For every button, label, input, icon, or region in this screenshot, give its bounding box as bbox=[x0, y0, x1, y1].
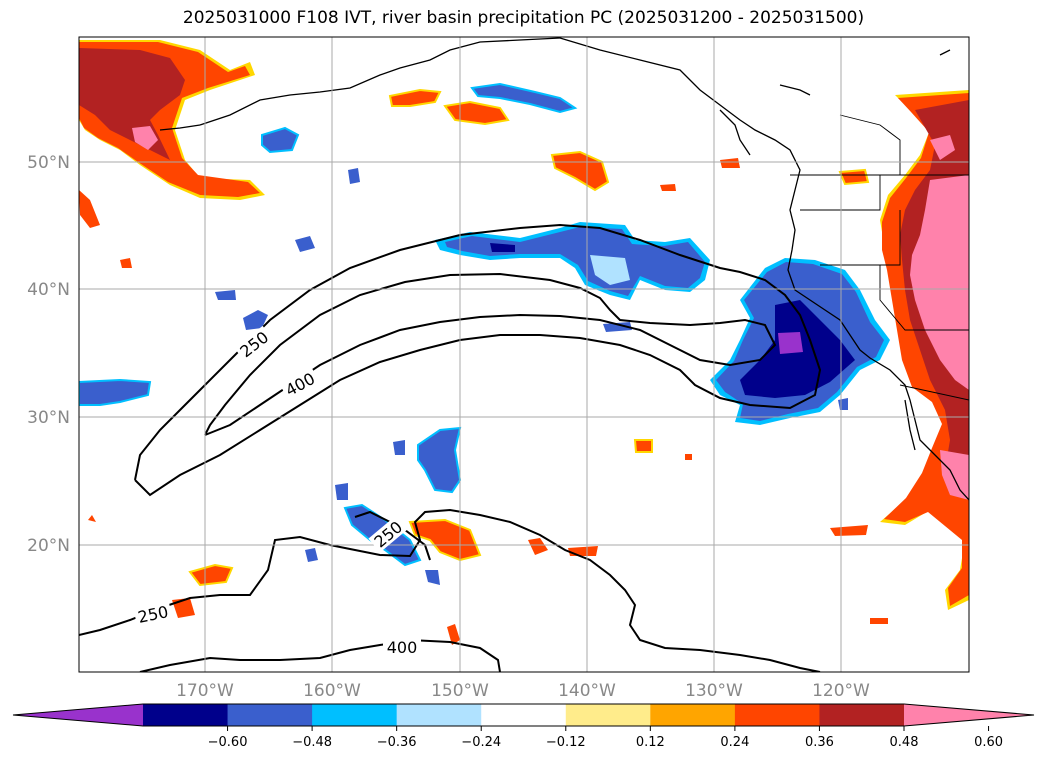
map-title: 2025031000 F108 IVT, river basin precipi… bbox=[182, 8, 865, 28]
colorbar-segment bbox=[227, 704, 313, 726]
colorbar-tick-label: 0.36 bbox=[805, 735, 834, 750]
gridlines bbox=[79, 37, 969, 672]
colorbar-segment bbox=[481, 704, 567, 726]
borders bbox=[790, 114, 969, 401]
lon-label-130w: 130°W bbox=[685, 681, 743, 701]
ivt-contours bbox=[79, 223, 822, 672]
colorbar: −0.60 −0.48 −0.36 −0.24 −0.12 0.12 0.24 0.36 0.4… bbox=[12, 703, 1035, 750]
lon-label-120w: 120°W bbox=[812, 681, 870, 701]
colorbar-segment bbox=[819, 704, 905, 726]
colorbar-tick-label: −0.12 bbox=[546, 735, 586, 750]
plot-border bbox=[78, 36, 970, 673]
colorbar-segment bbox=[565, 704, 651, 726]
lon-label-140w: 140°W bbox=[558, 681, 616, 701]
colorbar-extend-low bbox=[13, 704, 143, 726]
colorbar-segment bbox=[312, 704, 398, 726]
lon-label-160w: 160°W bbox=[303, 681, 361, 701]
colorbar-tick-label: 0.12 bbox=[636, 735, 665, 750]
colorbar-tick-label: −0.24 bbox=[461, 735, 501, 750]
negative-pc-patches bbox=[79, 82, 890, 585]
colorbar-segment bbox=[396, 704, 482, 726]
colorbar-segment bbox=[143, 704, 229, 726]
lat-label-20n: 20°N bbox=[27, 536, 70, 556]
colorbar-tick-label: 0.60 bbox=[974, 735, 1003, 750]
colorbar-outline bbox=[12, 703, 1035, 727]
colorbar-segment bbox=[734, 704, 820, 726]
positive-pc-patches bbox=[79, 40, 969, 645]
colorbar-extend-high bbox=[904, 704, 1034, 726]
colorbar-tick-label: 0.48 bbox=[890, 735, 919, 750]
contour-label-400-lower: 400 bbox=[387, 638, 418, 657]
longitude-labels: 170°W 160°W 150°W 140°W 130°W 120°W bbox=[176, 681, 870, 701]
colorbar-tick-label: 0.24 bbox=[720, 735, 749, 750]
lat-label-30n: 30°N bbox=[27, 408, 70, 428]
colorbar-tick-label: −0.60 bbox=[208, 735, 248, 750]
colorbar-tick-label: −0.48 bbox=[292, 735, 332, 750]
latitude-labels: 50°N 40°N 30°N 20°N bbox=[27, 153, 70, 556]
lon-label-150w: 150°W bbox=[431, 681, 489, 701]
colorbar-segment bbox=[650, 704, 736, 726]
lon-label-170w: 170°W bbox=[176, 681, 234, 701]
lat-label-40n: 40°N bbox=[27, 280, 70, 300]
colorbar-tick-label: −0.36 bbox=[377, 735, 417, 750]
lat-label-50n: 50°N bbox=[27, 153, 70, 173]
